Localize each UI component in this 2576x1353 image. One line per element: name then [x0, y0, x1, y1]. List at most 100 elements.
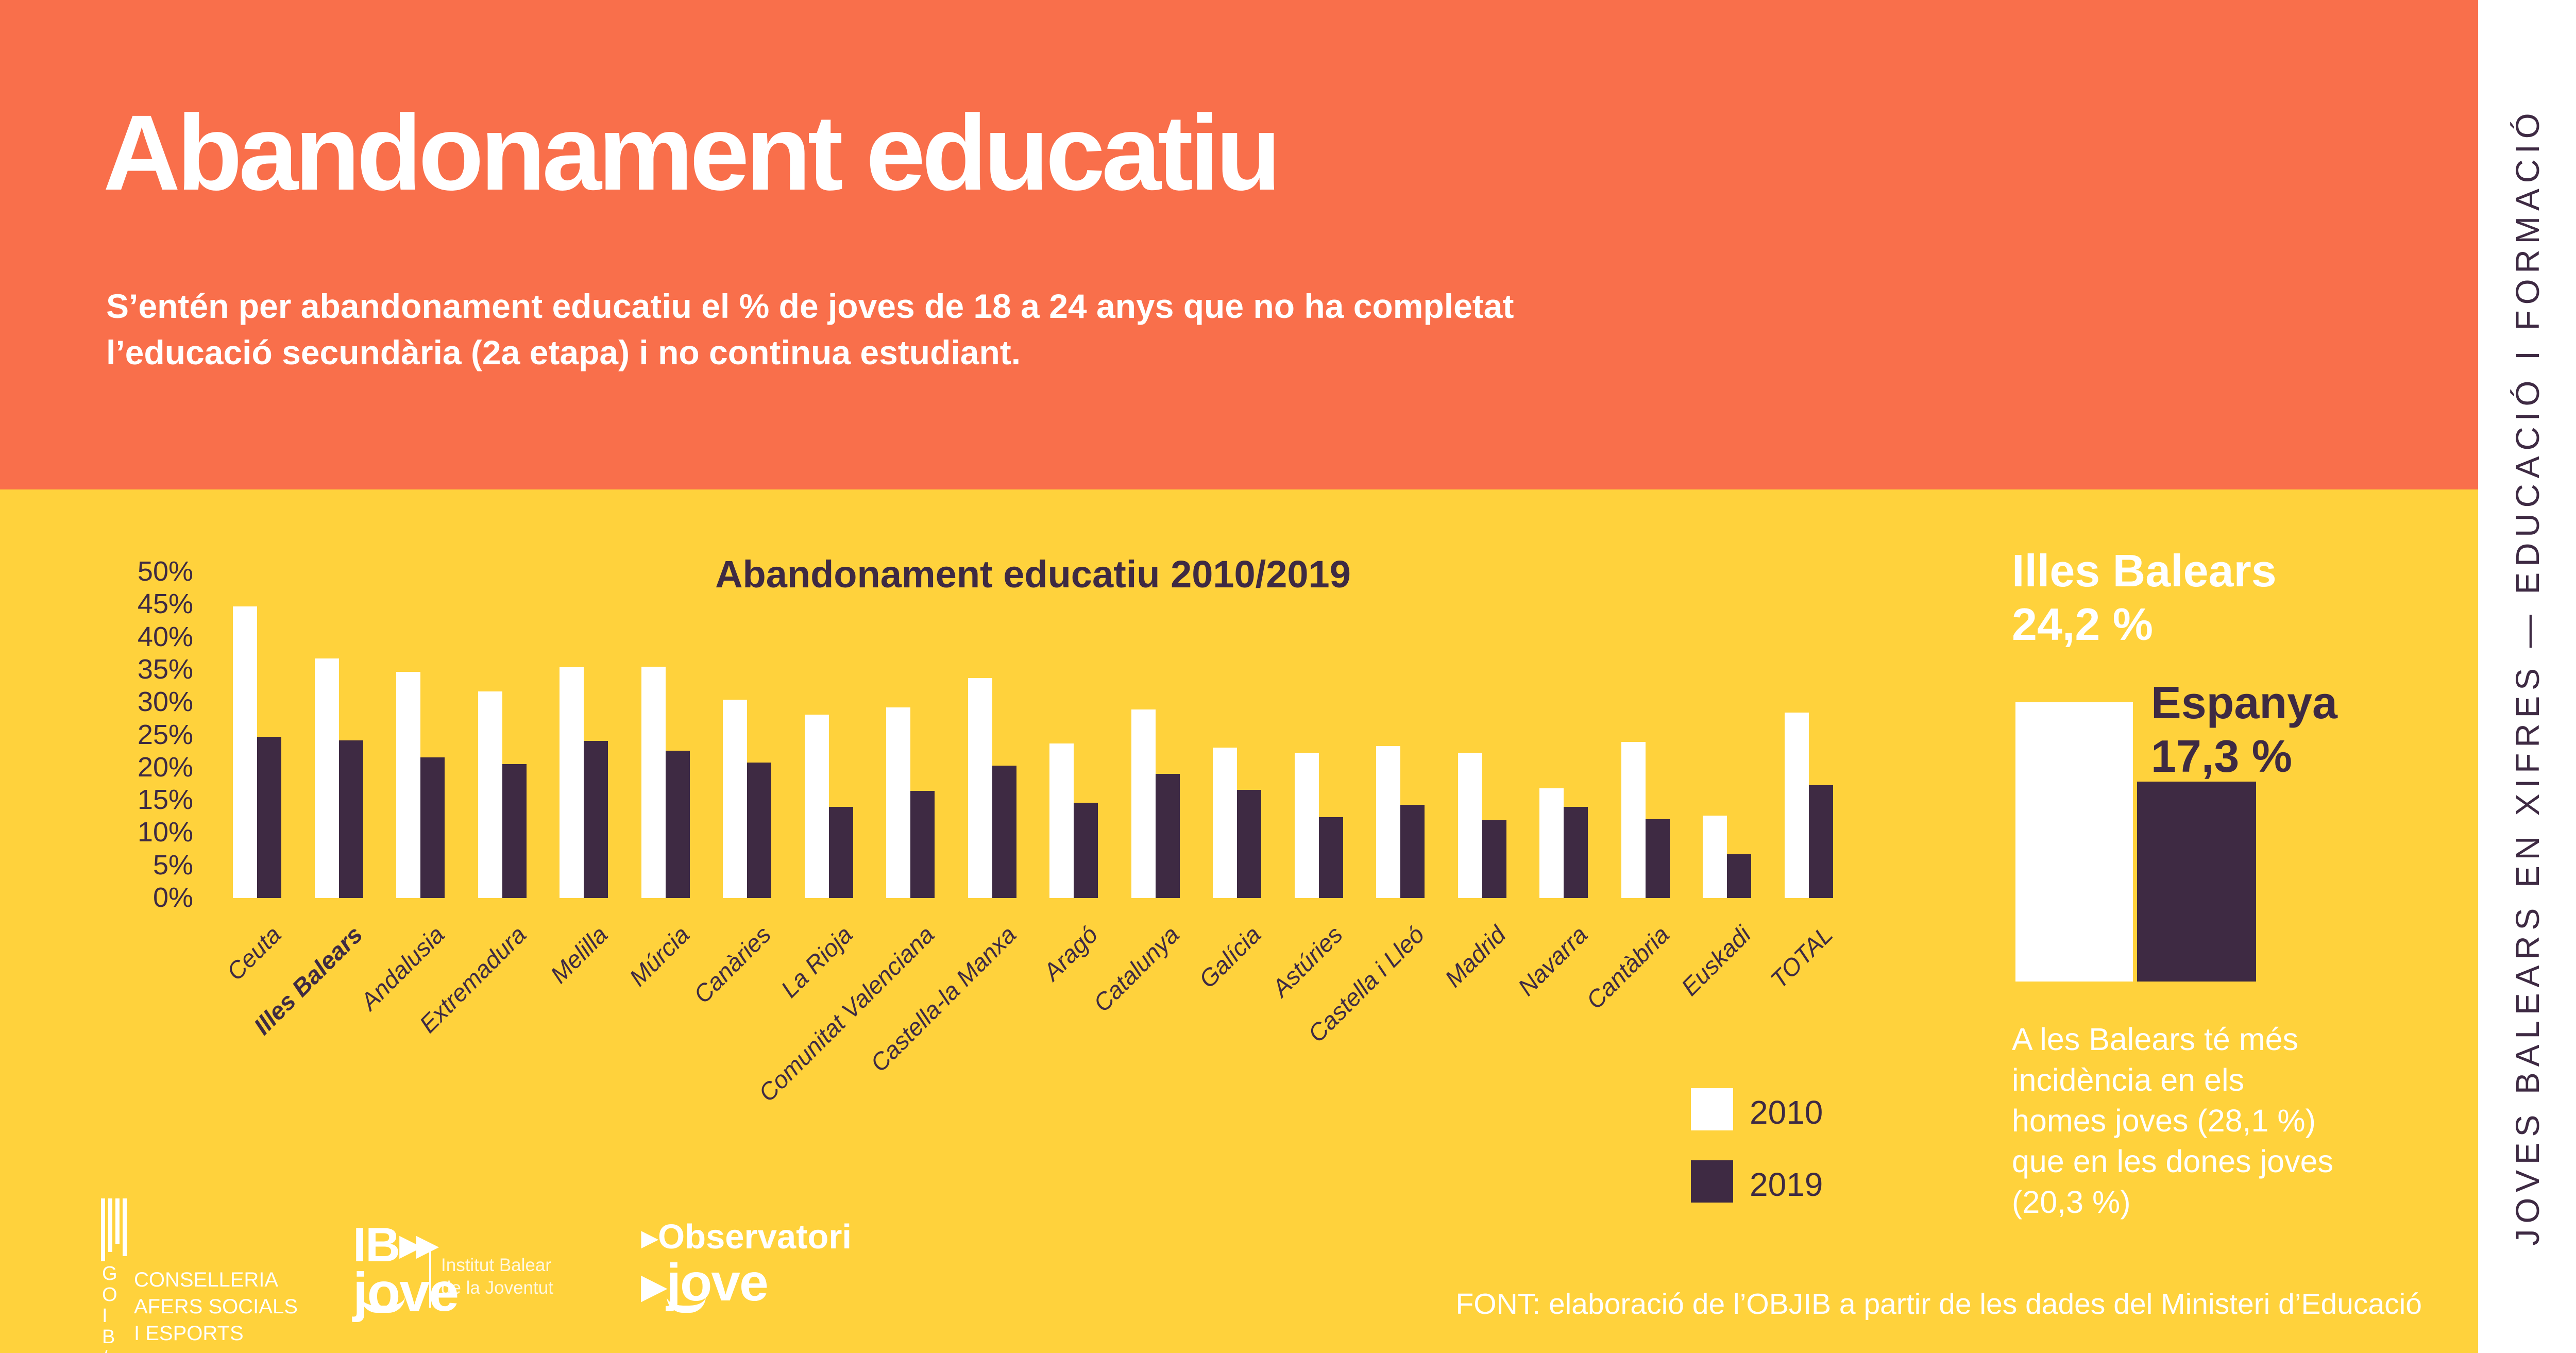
page-title: Abandonament educatiu	[103, 93, 1281, 213]
highlight-country-name: Espanya	[2151, 677, 2337, 728]
y-tick-40: 40%	[137, 621, 193, 652]
bar-2019-Múrcia	[665, 750, 690, 898]
x-label-Canàries: Canàries	[688, 920, 776, 1009]
ibjove-smile-icon	[361, 1296, 405, 1313]
bar-2010-Navarra	[1539, 788, 1564, 898]
legend-label-2010: 2010	[1750, 1094, 1823, 1131]
note-line-3: homes joves (28,1 %)	[2012, 1103, 2316, 1138]
x-label-Aragó: Aragó	[1038, 920, 1103, 986]
bar-2010-Castella i Lleó	[1376, 746, 1401, 898]
highlight-region-value: 24,2 %	[2012, 599, 2153, 650]
x-label-TOTAL: TOTAL	[1765, 920, 1838, 994]
note-line-5: (20,3 %)	[2012, 1185, 2131, 1220]
x-label-La Rioja: La Rioja	[775, 920, 858, 1003]
bar-2010-La Rioja	[804, 715, 829, 898]
y-tick-35: 35%	[137, 653, 193, 685]
legend-label-2019: 2019	[1750, 1166, 1823, 1203]
bar-2010-Extremadura	[478, 691, 502, 898]
page-subtitle-line1: S’entén per abandonament educatiu el % d…	[106, 287, 1514, 325]
bar-2019-Canàries	[747, 762, 772, 898]
bar-2019-Extremadura	[502, 764, 527, 898]
bar-2010-Catalunya	[1131, 709, 1156, 898]
goib-flag-icon	[101, 1198, 134, 1261]
observatori-smile-icon	[667, 1296, 706, 1313]
bar-2010-Canàries	[723, 700, 748, 898]
bar-2019-Andalusia	[420, 757, 445, 898]
bar-2019-Aragó	[1074, 803, 1098, 898]
y-tick-50: 50%	[137, 556, 193, 587]
ibjove-logo: IB▶▶ jove	[353, 1217, 459, 1324]
bar-2010-Castella-la Manxa	[968, 678, 992, 898]
bar-2019-Navarra	[1564, 806, 1588, 898]
bar-2019-Catalunya	[1155, 774, 1180, 898]
bar-2010-Aragó	[1049, 743, 1074, 898]
ibjove-logo-sub: jove	[353, 1262, 459, 1323]
bar-2010-Euskadi	[1703, 816, 1727, 898]
bar-2010-Múrcia	[641, 666, 666, 898]
header-band: Abandonament educatiu S’entén per abando…	[0, 0, 2478, 489]
note-line-2: incidència en els	[2012, 1062, 2245, 1097]
x-label-Madrid: Madrid	[1439, 920, 1511, 992]
x-label-Euskadi: Euskadi	[1675, 920, 1756, 1001]
bar-2019-La Rioja	[828, 806, 853, 898]
bar-2010-Andalusia	[396, 671, 421, 898]
bar-2019-Madrid	[1482, 820, 1506, 898]
bar-2019-Castella-la Manxa	[992, 766, 1016, 898]
observatori-jove-logo: ▶Observatori ▶jove	[641, 1217, 852, 1313]
observatori-jove-triangle-icon: ▶	[641, 1269, 667, 1305]
bar-2019-Comunitat Valenciana	[910, 791, 935, 898]
note-line-4: que en les dones joves	[2012, 1144, 2333, 1179]
highlight-region-heading: Illes Balears 24,2 %	[2012, 544, 2277, 651]
highlight-region-name: Illes Balears	[2012, 545, 2277, 596]
x-label-Melilla: Melilla	[545, 920, 613, 989]
bar-2010-Melilla	[560, 667, 584, 898]
bar-2019-TOTAL	[1808, 785, 1833, 898]
goib-department-text: CONSELLERIA AFERS SOCIALS I ESPORTS	[134, 1269, 298, 1345]
chart-title: Abandonament educatiu 2010/2019	[715, 553, 1351, 596]
y-tick-20: 20%	[137, 751, 193, 783]
bar-2010-Madrid	[1458, 752, 1482, 898]
y-tick-10: 10%	[137, 817, 193, 848]
x-label-Astúries: Astúries	[1266, 920, 1348, 1002]
x-label-Castella-la Manxa: Castella-la Manxa	[865, 920, 1021, 1077]
bar-2019-Astúries	[1318, 817, 1343, 898]
bar-2010-Galícia	[1213, 747, 1238, 898]
legend-swatch-2019	[1691, 1160, 1733, 1203]
bar-2010-Astúries	[1294, 752, 1319, 898]
bar-2019-Euskadi	[1727, 854, 1752, 898]
bar-2010-Ceuta	[233, 606, 258, 898]
y-tick-25: 25%	[137, 719, 193, 750]
mini-bar-illes-balears	[2015, 702, 2133, 982]
y-tick-0: 0%	[152, 882, 193, 913]
bar-2019-Galícia	[1237, 789, 1262, 898]
page-subtitle-line2: l’educació secundària (2a etapa) i no co…	[106, 333, 1021, 371]
y-tick-30: 30%	[137, 686, 193, 718]
x-label-Galícia: Galícia	[1193, 920, 1266, 993]
x-label-Múrcia: Múrcia	[623, 920, 694, 991]
ibjove-divider	[429, 1249, 431, 1308]
source-text: FONT: elaboració de l’OBJIB a partir de …	[1455, 1288, 2422, 1321]
bar-2019-Cantàbria	[1645, 819, 1670, 898]
mini-bar-espanya	[2137, 782, 2256, 982]
bar-2019-Melilla	[584, 740, 608, 898]
x-label-Navarra: Navarra	[1512, 920, 1593, 1001]
bar-2019-Castella i Lleó	[1400, 804, 1425, 898]
highlight-country-heading: Espanya 17,3 %	[2151, 676, 2337, 783]
bar-2010-Illes Balears	[314, 658, 339, 898]
bar-2019-Illes Balears	[338, 740, 363, 898]
note-line-1: A les Balears té més	[2012, 1022, 2299, 1057]
observatori-logo-text: Observatori	[657, 1217, 852, 1256]
side-strip-vertical-text: JOVES BALEARS EN XIFRES — EDUCACIÓ I FOR…	[2509, 107, 2546, 1246]
y-tick-5: 5%	[152, 849, 193, 881]
legend-swatch-2010	[1691, 1088, 1733, 1130]
bar-2010-Cantàbria	[1621, 742, 1646, 898]
bar-2010-Comunitat Valenciana	[886, 707, 911, 898]
ibjove-arrows-icon: ▶▶	[399, 1228, 439, 1262]
y-tick-45: 45%	[137, 588, 193, 620]
y-tick-15: 15%	[137, 784, 193, 816]
observatori-triangle-icon: ▶	[641, 1226, 658, 1250]
x-label-Cantàbria: Cantàbria	[1581, 920, 1674, 1014]
ibjove-institute-text: Institut Balear de la Joventut	[441, 1255, 553, 1298]
bar-2019-Ceuta	[257, 737, 282, 898]
